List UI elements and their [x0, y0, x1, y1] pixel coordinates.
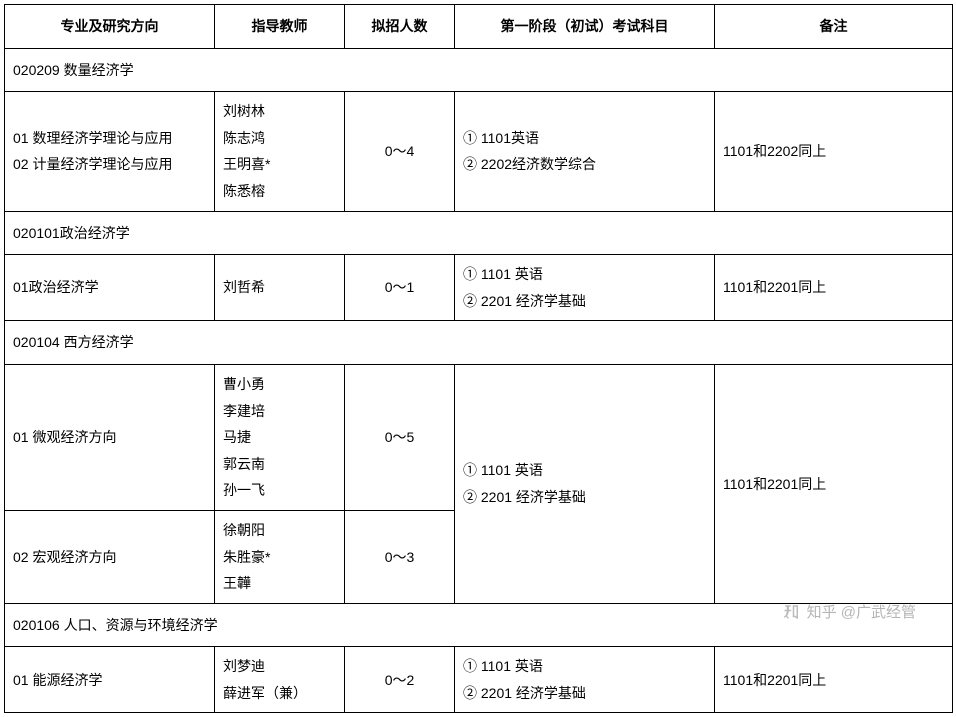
cell-exam: ① 1101 英语② 2201 经济学基础 [455, 255, 715, 321]
section-header-row: 020104 西方经济学 [5, 321, 953, 365]
cell-major: 01政治经济学 [5, 255, 215, 321]
header-major: 专业及研究方向 [5, 5, 215, 49]
section-header-row: 020209 数量经济学 [5, 48, 953, 92]
cell-advisor: 刘树林陈志鸿王明喜*陈悉榕 [215, 92, 345, 211]
section-header-row: 020106 人口、资源与环境经济学 [5, 603, 953, 647]
cell-note: 1101和2201同上 [715, 647, 953, 713]
table-row: 01 能源经济学刘梦迪薛进军（兼）0～2① 1101 英语② 2201 经济学基… [5, 647, 953, 713]
table-row: 01 数理经济学理论与应用02 计量经济学理论与应用刘树林陈志鸿王明喜*陈悉榕0… [5, 92, 953, 211]
cell-count: 0～3 [345, 510, 455, 603]
cell-note: 1101和2202同上 [715, 92, 953, 211]
cell-count: 0～4 [345, 92, 455, 211]
header-exam: 第一阶段（初试）考试科目 [455, 5, 715, 49]
cell-exam: ① 1101英语② 2202经济数学综合 [455, 92, 715, 211]
cell-advisor: 曹小勇李建培马捷郭云南孙一飞 [215, 364, 345, 510]
cell-advisor: 刘梦迪薛进军（兼） [215, 647, 345, 713]
cell-exam: ① 1101 英语② 2201 经济学基础 [455, 647, 715, 713]
section-code: 020209 数量经济学 [5, 48, 953, 92]
cell-count: 0～5 [345, 364, 455, 510]
cell-major: 01 微观经济方向 [5, 364, 215, 510]
section-code: 020106 人口、资源与环境经济学 [5, 603, 953, 647]
cell-count: 0～2 [345, 647, 455, 713]
table-row: 01 微观经济方向曹小勇李建培马捷郭云南孙一飞0～5① 1101 英语② 220… [5, 364, 953, 510]
section-code: 020101政治经济学 [5, 211, 953, 255]
header-note: 备注 [715, 5, 953, 49]
cell-note: 1101和2201同上 [715, 255, 953, 321]
cell-advisor: 刘哲希 [215, 255, 345, 321]
cell-exam: ① 1101 英语② 2201 经济学基础 [455, 364, 715, 603]
table-row: 01政治经济学刘哲希0～1① 1101 英语② 2201 经济学基础1101和2… [5, 255, 953, 321]
header-row: 专业及研究方向 指导教师 拟招人数 第一阶段（初试）考试科目 备注 [5, 5, 953, 49]
cell-major: 01 能源经济学 [5, 647, 215, 713]
cell-count: 0～1 [345, 255, 455, 321]
cell-note: 1101和2201同上 [715, 364, 953, 603]
admission-table: 专业及研究方向 指导教师 拟招人数 第一阶段（初试）考试科目 备注 020209… [4, 4, 953, 713]
cell-major: 01 数理经济学理论与应用02 计量经济学理论与应用 [5, 92, 215, 211]
cell-major: 02 宏观经济方向 [5, 510, 215, 603]
header-advisor: 指导教师 [215, 5, 345, 49]
header-count: 拟招人数 [345, 5, 455, 49]
cell-advisor: 徐朝阳朱胜豪*王韡 [215, 510, 345, 603]
section-code: 020104 西方经济学 [5, 321, 953, 365]
section-header-row: 020101政治经济学 [5, 211, 953, 255]
